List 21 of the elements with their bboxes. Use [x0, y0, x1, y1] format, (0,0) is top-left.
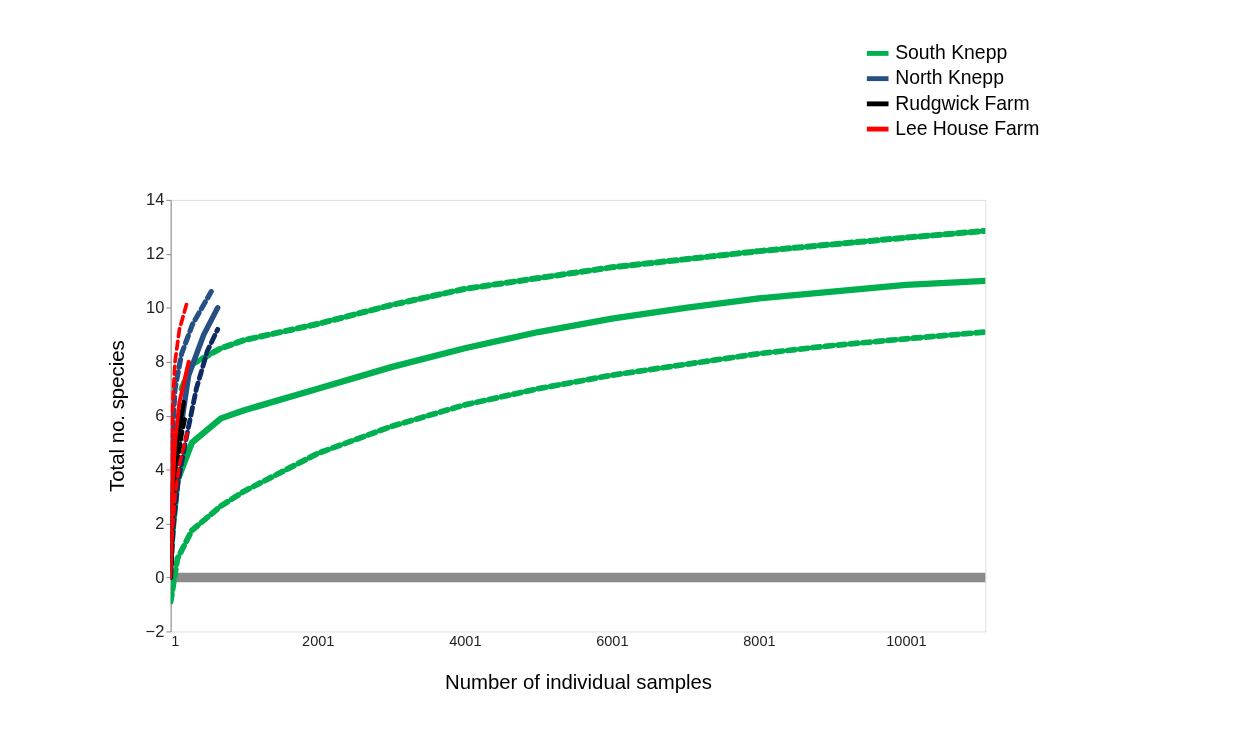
x-tick-label: 1	[171, 632, 180, 649]
legend-label: Lee House Farm	[895, 116, 1040, 139]
x-tick-label: 10001	[886, 632, 927, 649]
x-axis-title: Number of individual samples	[444, 671, 713, 694]
x-tick-label: 4001	[449, 632, 482, 649]
legend-label: North Knepp	[895, 66, 1004, 89]
x-tick-label: 2001	[302, 632, 335, 649]
legend-label: Rudgwick Farm	[895, 91, 1030, 114]
x-tick-label: 8001	[743, 632, 776, 649]
y-tick-label: 4	[155, 459, 165, 478]
y-axis-title: Total no. species	[106, 340, 129, 492]
y-tick-label: −2	[145, 621, 165, 640]
y-tick-label: 10	[146, 298, 165, 317]
y-tick-label: 6	[155, 405, 165, 424]
x-tick-label: 6001	[596, 632, 629, 649]
y-tick-label: 14	[146, 190, 165, 209]
legend-label: South Knepp	[895, 41, 1008, 64]
y-tick-label: 8	[155, 352, 165, 371]
y-tick-label: 12	[146, 244, 165, 263]
y-tick-label: 0	[155, 567, 165, 586]
y-tick-label: 2	[155, 513, 165, 532]
